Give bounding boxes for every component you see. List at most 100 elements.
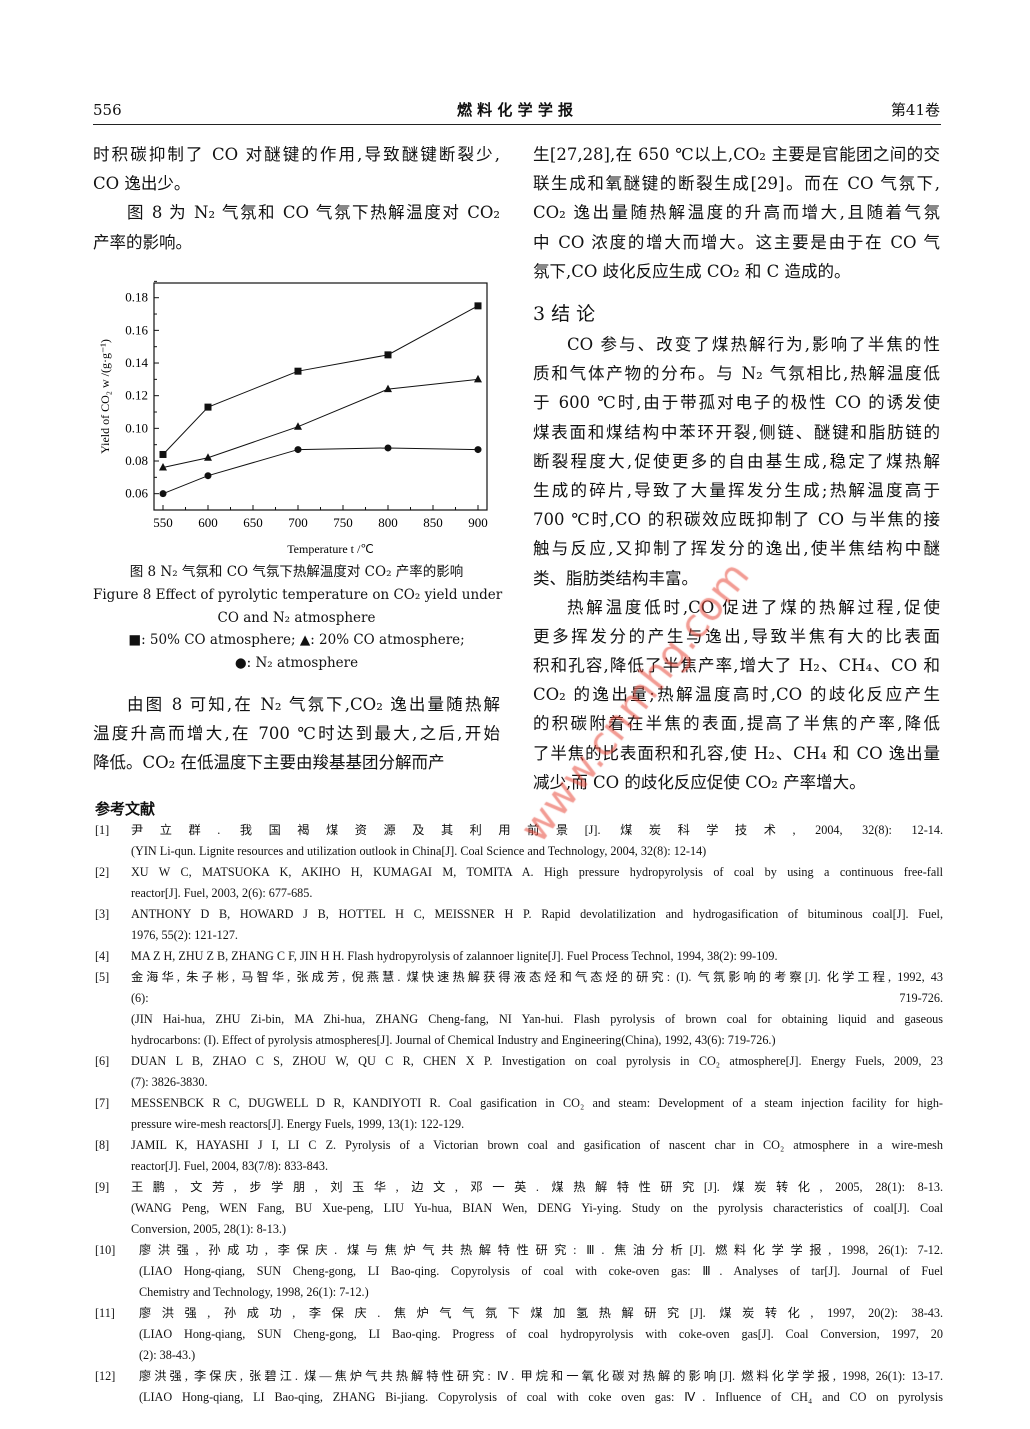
reference-item: [8] JAMIL K, HAYASHI J I, LI C Z. Pyrolys…: [95, 1135, 943, 1177]
x-tick-label: 850: [423, 515, 443, 530]
reference-line: XU W C, MATSUOKA K, AKIHO H, KUMAGAI M, …: [131, 865, 943, 879]
x-tick-label: 650: [243, 515, 263, 530]
text-line: 煤表面和煤结构中苯环开裂,侧链、醚键和脂肪链的: [533, 422, 940, 442]
series-line-square: [162, 305, 479, 455]
volume-label: 第41卷: [890, 101, 940, 119]
reference-line: (LIAO Hong-qiang, LI Bao-qing, ZHANG Bi-…: [139, 1390, 943, 1404]
text-line: 触与反应,又抑制了挥发分的逸出,使半焦结构中醚: [533, 539, 940, 559]
reference-line: 金海华, 朱子彬, 马智华, 张成芳, 倪燕慧. 煤快速热解获得液态烃和气态烃的…: [131, 970, 943, 984]
text-line: 图 8 为 N₂ 气氛和 CO 气氛下热解温度对 CO₂: [127, 203, 500, 223]
caption-legend-1: ■: 50% CO atmosphere; ▲: 20% CO atmosphe…: [128, 632, 465, 649]
caption-en-1: Figure 8 Effect of pyrolytic temperature…: [93, 586, 503, 603]
references-heading: 参考文献: [95, 800, 156, 818]
y-tick-label: 0.18: [125, 290, 148, 305]
data-point-circle: [159, 490, 167, 498]
journal-title: 燃 料 化 学 学 报: [456, 101, 574, 119]
text-line: 减少,而 CO 的歧化反应促使 CO₂ 产率增大。: [533, 772, 866, 792]
plot-frame: [153, 282, 488, 511]
text-line: 生[27,28],在 650 ℃以上,CO₂ 主要是官能团之间的交: [533, 145, 940, 164]
caption-cn: 图 8 N₂ 气氛和 CO 气氛下热解温度对 CO₂ 产率的影响: [129, 564, 464, 580]
right-column-text: 生[27,28],在 650 ℃以上,CO₂ 主要是官能团之间的交 联生成和氧醚键…: [533, 140, 940, 286]
reference-item: [6] DUAN L B, ZHAO C S, ZHOU W, QU C R, C…: [95, 1051, 943, 1093]
data-point-circle: [204, 472, 212, 480]
text-line: 温度升高而增大,在 700 ℃时达到最大,之后,开始: [93, 724, 500, 744]
reference-line: (2): 38-43.): [139, 1348, 196, 1362]
reference-item: [10] 廖洪强, 孙成功, 李保庆. 煤与焦炉气共热解特性研究: Ⅲ. 焦油分析…: [95, 1240, 943, 1303]
x-tick-label: 800: [378, 515, 398, 530]
reference-item: [3] ANTHONY D B, HOWARD J B, HOTTEL H C, …: [95, 904, 943, 946]
co2-yield-chart: 550 600 650 700 750 800 850 900 0.06 0.08 0.10 0.12…: [98, 280, 488, 556]
reference-line: ANTHONY D B, HOWARD J B, HOTTEL H C, MEI…: [131, 907, 943, 921]
text-line: 由图 8 可知,在 N₂ 气氛下,CO₂ 逸出量随热解: [127, 695, 500, 714]
text-line: 的积碳附着在半焦的表面,提高了半焦的产率,降低: [533, 714, 940, 734]
reference-line: JAMIL K, HAYASHI J I, LI C Z. Pyrolysis …: [131, 1138, 943, 1152]
text-line: CO₂ 的逸出量;热解温度高时,CO 的歧化反应产生: [533, 685, 940, 705]
series-line-triangle: [162, 378, 479, 469]
text-line: 于 600 ℃时,由于带孤对电子的极性 CO 的诱发使: [533, 393, 940, 413]
data-point-triangle: [294, 422, 302, 430]
reference-number: [11]: [95, 1306, 115, 1320]
reference-number: [9]: [95, 1180, 110, 1194]
text-line: 更多挥发分的产生与逸出,导致半焦有大的比表面: [533, 626, 940, 646]
data-point-triangle: [204, 453, 212, 461]
text-line: 氛下,CO 歧化反应生成 CO₂ 和 C 造成的。: [533, 261, 851, 281]
text-line: 了半焦的比表面积和孔容,使 H₂、CH₄ 和 CO 逸出量: [533, 743, 940, 763]
data-point-square: [384, 351, 392, 359]
text-line: 700 ℃时,CO 的积碳效应既抑制了 CO 与半焦的接: [533, 510, 940, 530]
reference-number: [12]: [95, 1369, 116, 1383]
y-tick-label: 0.08: [125, 453, 148, 468]
reference-line: 廖洪强, 孙成功, 李保庆. 焦炉气气氛下煤加氢热解研究[J]. 煤炭转化, 1…: [139, 1306, 943, 1320]
reference-line: 王鹏, 文芳, 步学朋, 刘玉华, 边文, 邓一英. 煤热解特性研究[J]. 煤…: [131, 1180, 943, 1194]
data-point-square: [204, 403, 212, 411]
reference-line: 廖洪强, 孙成功, 李保庆. 煤与焦炉气共热解特性研究: Ⅲ. 焦油分析[J].…: [139, 1243, 943, 1257]
reference-item: [11] 廖洪强, 孙成功, 李保庆. 焦炉气气氛下煤加氢热解研究[J]. 煤炭转…: [95, 1303, 943, 1366]
x-tick-label: 550: [153, 515, 173, 530]
text-line: 产率的影响。: [93, 232, 192, 252]
header-rule: [93, 124, 941, 125]
text-line: CO 逸出少。: [93, 174, 191, 194]
text-line: 热解温度低时,CO 促进了煤的热解过程,促使: [567, 597, 940, 617]
reference-number: [7]: [95, 1096, 110, 1110]
x-tick-label: 600: [198, 515, 218, 530]
reference-line: Chemistry and Technology, 1998, 26(1): 7…: [139, 1285, 369, 1299]
reference-number: [6]: [95, 1054, 110, 1068]
left-column-text: 时积碳抑制了 CO 对醚键的作用,导致醚键断裂少, CO 逸出少。图 8 为 N₂…: [93, 140, 500, 257]
y-tick-label: 0.12: [125, 388, 148, 403]
references: 参考文献 [1] 尹立群. 我国褐煤资源及其利用前景[J]. 煤炭科学技术, 20…: [95, 798, 943, 1408]
y-tick-label: 0.14: [125, 355, 148, 370]
x-tick-label: 700: [288, 515, 308, 530]
reference-number: [8]: [95, 1138, 110, 1152]
reference-line: (7): 3826-3830.: [131, 1075, 208, 1089]
reference-number: [5]: [95, 970, 110, 984]
x-tick-label: 900: [468, 515, 488, 530]
text-line: 中 CO 浓度的增大而增大。这主要是由于在 CO 气: [533, 232, 940, 252]
data-point-square: [294, 367, 302, 375]
y-tick-label: 0.10: [125, 420, 148, 435]
reference-number: [3]: [95, 907, 110, 921]
text-line: 积和孔容,降低了半焦产率,增大了 H₂、CH₄、CO 和: [533, 656, 940, 676]
text-line: 断裂程度大,促使更多的自由基生成,稳定了煤热解: [533, 451, 940, 471]
reference-number: [2]: [95, 865, 110, 879]
figure-caption: 图 8 N₂ 气氛和 CO 气氛下热解温度对 CO₂ 产率的影响 Figure …: [93, 561, 503, 675]
y-tick-label: 0.16: [125, 322, 148, 337]
conclusion-text: CO 参与、改变了煤热解行为,影响了半焦的性 质和气体产物的分布。与 N₂ 气氛相…: [533, 330, 940, 797]
reference-line: pressure wire-mesh reactors[J]. Energy F…: [131, 1117, 465, 1131]
data-point-square: [159, 450, 167, 458]
reference-line: (LIAO Hong-qiang, SUN Cheng-gong, LI Bao…: [139, 1264, 943, 1278]
reference-line: Conversion, 2005, 28(1): 8-13.): [131, 1222, 287, 1236]
reference-line: (LIAO Hong-qiang, SUN Cheng-gong, LI Bao…: [139, 1327, 943, 1341]
reference-line: hydrocarbons: (I). Effect of pyrolysis a…: [131, 1033, 776, 1047]
reference-line: (6): 719-726.: [131, 991, 943, 1005]
text-line: 质和气体产物的分布。与 N₂ 气氛相比,热解温度低: [533, 364, 940, 384]
reference-item: [9] 王鹏, 文芳, 步学朋, 刘玉华, 边文, 邓一英. 煤热解特性研究[J]…: [95, 1177, 943, 1240]
reference-number: [4]: [95, 949, 110, 963]
reference-item: [1] 尹立群. 我国褐煤资源及其利用前景[J]. 煤炭科学技术, 2004, 3…: [95, 820, 943, 862]
data-point-circle: [384, 444, 392, 452]
x-tick-label: 750: [333, 515, 353, 530]
data-point-circle: [474, 446, 482, 454]
reference-item: [5] 金海华, 朱子彬, 马智华, 张成芳, 倪燕慧. 煤快速热解获得液态烃和气…: [95, 967, 943, 1051]
page-number: 556: [93, 101, 122, 119]
left-column-text-after-figure: 由图 8 可知,在 N₂ 气氛下,CO₂ 逸出量随热解温度升高而增大,在 700…: [93, 690, 500, 778]
data-point-triangle: [159, 463, 167, 471]
data-point-triangle: [384, 384, 392, 393]
